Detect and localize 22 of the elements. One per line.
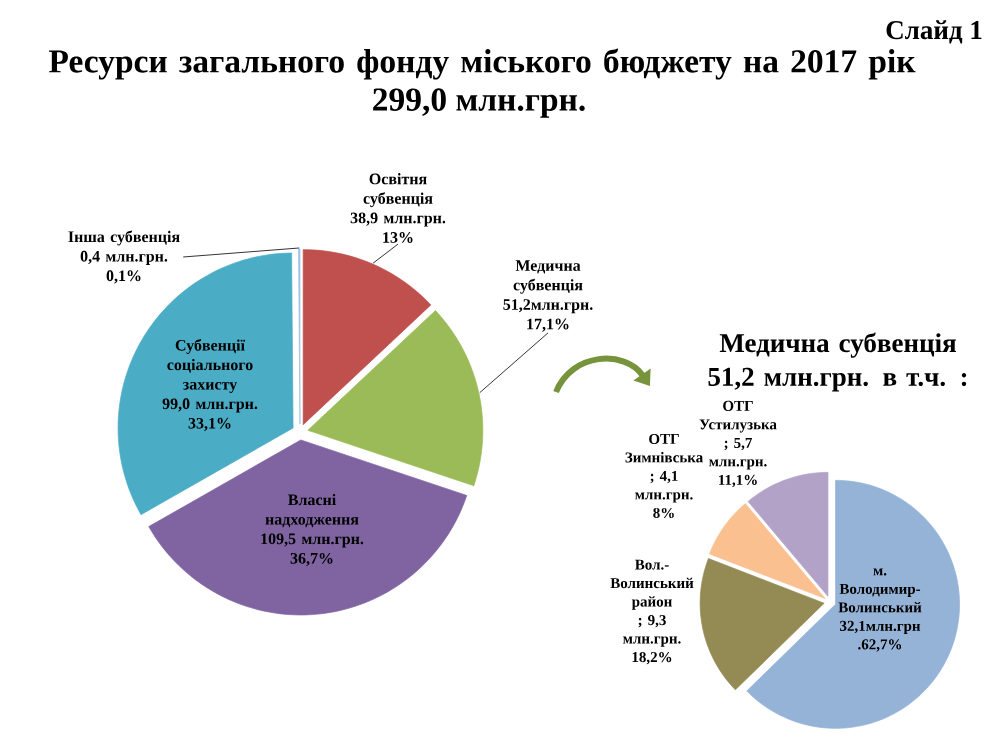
data-label: 0,4 млн.грн. 0,1% (80, 250, 168, 284)
data-label: 51,2млн.грн. 17,1% (503, 299, 593, 332)
data-label: ; 9,3 млн.грн. 18,2% (623, 615, 681, 665)
slice-label: м. Володимир-Волинський (838, 568, 922, 613)
data-label: 32,1млн.грн .62,7% (840, 620, 921, 652)
text: Слайд 1 (886, 20, 982, 44)
slice-label: Субвенції соціального захисту (167, 339, 253, 393)
data-label: 109,5 млн.грн. 36,7% (261, 533, 364, 567)
slice-label: Інша субвенція (68, 230, 180, 246)
data-label: ; 4,1 млн.грн. 8% (635, 470, 693, 519)
data-label: 99,0 млн.грн. 33,1% (162, 398, 258, 431)
slice-label: Медична субвенція (513, 260, 583, 294)
slice-label: Освітня субвенція (363, 173, 433, 208)
chart-subtitle: 299,0 млн.грн. (373, 88, 585, 118)
chart-title: Ресурси загального фонду міського бюджету на 2017 рік (49, 48, 916, 80)
slice-label: ОТГ Зимнівська (625, 433, 703, 463)
slice-label: Власні надходження (265, 493, 359, 528)
data-label: 38,9 млн.грн. 13% (350, 212, 446, 243)
slice-label: ОТГ Устилузька (699, 400, 777, 433)
chart-title: Медична субвенція 51,2 млн.грн. в т.ч. : (708, 332, 967, 392)
data-label: ; 5,7 млн.грн. 11,1% (709, 437, 767, 488)
slice-label: Вол.-Волинський район (610, 559, 694, 610)
